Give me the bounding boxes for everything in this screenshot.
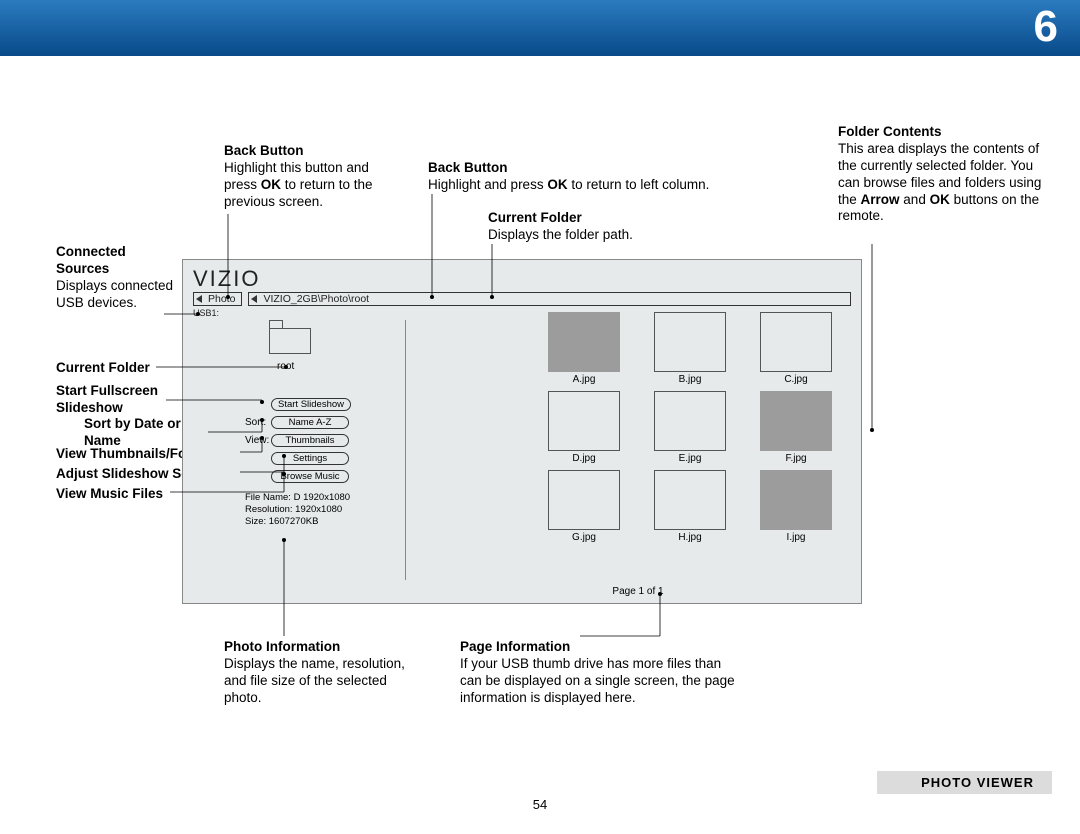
browse-music-button[interactable]: Browse Music	[271, 470, 349, 483]
view-label: View:	[245, 435, 271, 446]
settings-button[interactable]: Settings	[271, 452, 349, 465]
path-row: Photo VIZIO_2GB\Photo\root	[193, 292, 851, 306]
callout-curfolder-left: Current Folder	[56, 360, 176, 377]
triangle-left-icon	[251, 295, 257, 303]
sort-button[interactable]: Name A-Z	[271, 416, 349, 429]
folder-icon[interactable]	[269, 320, 311, 354]
thumbnail[interactable]: A.jpg	[539, 312, 629, 385]
thumbnail[interactable]: G.jpg	[539, 470, 629, 543]
thumbnail[interactable]: B.jpg	[645, 312, 735, 385]
thumbnail[interactable]: H.jpg	[645, 470, 735, 543]
thumbnail[interactable]: D.jpg	[539, 391, 629, 464]
back-button-left[interactable]: Photo	[193, 292, 242, 306]
file-info: File Name: D 1920x1080 Resolution: 1920x…	[245, 492, 350, 528]
callout-startss: Start Fullscreen Slideshow	[56, 383, 176, 417]
page-number: 54	[0, 797, 1080, 812]
page-info: Page 1 of 1	[433, 586, 843, 597]
thumbnail-grid: A.jpgB.jpgC.jpg D.jpgE.jpgF.jpg G.jpgH.jpg…	[433, 312, 843, 543]
back-button-right[interactable]: VIZIO_2GB\Photo\root	[248, 292, 851, 306]
folder-name: root	[277, 361, 294, 372]
thumbnail[interactable]: F.jpg	[751, 391, 841, 464]
callout-back2: Back Button Highlight and press OK to re…	[428, 160, 808, 194]
tv-panel: VIZIO Photo VIZIO_2GB\Photo\root USB1: r…	[182, 259, 862, 604]
section-label: PHOTO VIEWER	[877, 771, 1052, 794]
thumbnail[interactable]: C.jpg	[751, 312, 841, 385]
callout-curfolder-top: Current Folder Displays the folder path.	[488, 210, 718, 244]
brand: VIZIO	[193, 266, 260, 292]
callout-back1: Back Button Highlight this button and pr…	[224, 143, 404, 211]
topbar: 6	[0, 0, 1080, 56]
divider	[405, 320, 406, 580]
thumbnail[interactable]: E.jpg	[645, 391, 735, 464]
callout-foldercontents: Folder Contents This area displays the c…	[838, 124, 1048, 225]
callout-photoinfo: Photo Information Displays the name, res…	[224, 639, 414, 707]
callout-pageinfo: Page Information If your USB thumb drive…	[460, 639, 740, 707]
view-button[interactable]: Thumbnails	[271, 434, 349, 447]
path-photo-label: Photo	[208, 293, 235, 305]
start-slideshow-button[interactable]: Start Slideshow	[271, 398, 351, 411]
triangle-left-icon	[196, 295, 202, 303]
thumbnail[interactable]: I.jpg	[751, 470, 841, 543]
usb-label: USB1:	[193, 308, 219, 318]
callout-connected: Connected Sources Displays connected USB…	[56, 244, 176, 312]
sort-label: Sort:	[245, 417, 271, 428]
chapter-number: 6	[1034, 2, 1058, 52]
folder-path-label: VIZIO_2GB\Photo\root	[263, 293, 369, 305]
